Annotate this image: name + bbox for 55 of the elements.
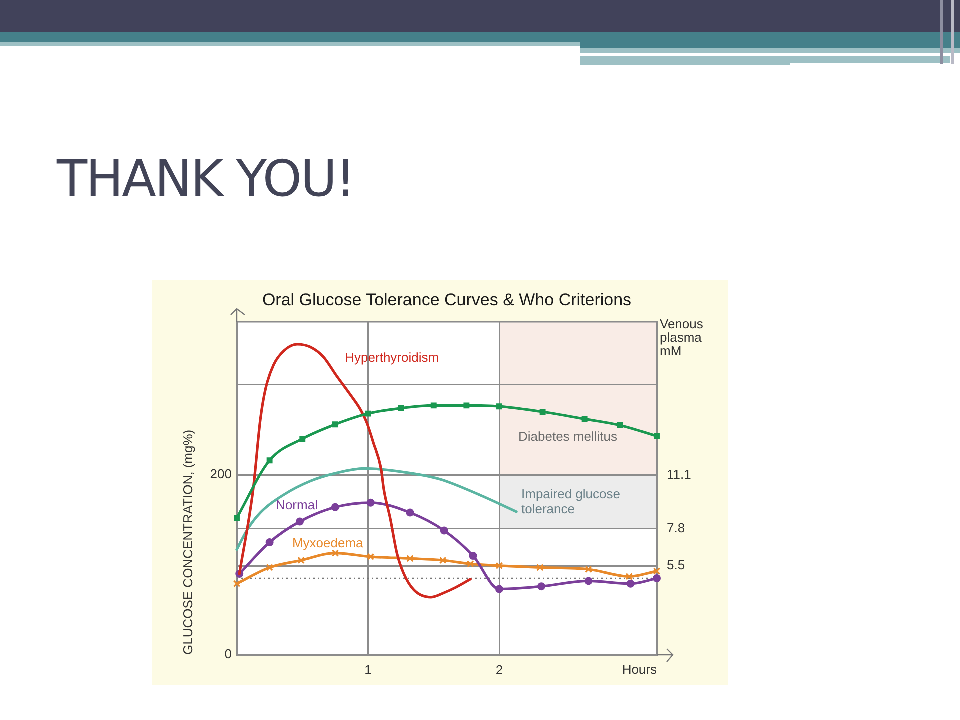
y2-tick-label: 11.1	[667, 467, 692, 482]
point	[233, 580, 241, 588]
point	[496, 585, 504, 594]
point	[626, 573, 634, 580]
y2-axis-title: Venous plasma mM	[660, 316, 704, 359]
band-label: Impaired glucose tolerance	[522, 486, 620, 516]
point	[234, 515, 240, 522]
point	[536, 564, 544, 572]
y-tick-label: 0	[224, 646, 232, 662]
y2-tick-label: 5.5	[667, 558, 686, 573]
point	[582, 416, 588, 422]
point	[653, 574, 661, 582]
series-label: Normal	[276, 497, 318, 512]
point	[296, 518, 304, 526]
chart-title: THANK YOU!	[57, 150, 354, 208]
point	[266, 564, 274, 572]
point	[540, 409, 546, 415]
point	[266, 458, 273, 464]
point	[584, 577, 593, 586]
point	[617, 422, 624, 428]
point	[439, 556, 447, 564]
point	[430, 402, 437, 409]
series-label: Myxoedema	[292, 535, 364, 550]
point	[626, 580, 635, 588]
point	[367, 553, 375, 561]
point	[298, 556, 305, 564]
y-axis-title: GLUCOSE CONCENTRATION, (mg%)	[180, 430, 196, 655]
y-tick-label: 200	[210, 466, 232, 482]
point	[266, 538, 274, 546]
point	[538, 582, 546, 591]
x-tick-label: 2	[496, 662, 504, 678]
point	[300, 436, 306, 442]
point	[466, 560, 474, 568]
point	[585, 566, 592, 574]
point	[398, 405, 404, 412]
point	[331, 503, 340, 512]
x-axis-title: Hours	[622, 662, 658, 677]
line-series	[236, 467, 518, 551]
point	[406, 555, 414, 562]
point	[653, 568, 661, 575]
point	[440, 526, 448, 535]
point	[332, 422, 338, 428]
point	[496, 562, 504, 570]
chart-subtitle: Oral Glucose Tolerance Curves & Who Criterions	[262, 290, 632, 310]
point	[654, 433, 660, 440]
point	[406, 508, 414, 517]
point	[496, 404, 502, 410]
point	[464, 402, 470, 409]
series-label: Hyperthyroidism	[345, 350, 440, 366]
point	[469, 552, 478, 560]
x-tick-label: 1	[364, 662, 372, 678]
y2-tick-label: 7.8	[667, 520, 686, 536]
point	[365, 410, 372, 417]
band-label: Diabetes mellitus	[518, 428, 618, 444]
point	[366, 498, 375, 507]
